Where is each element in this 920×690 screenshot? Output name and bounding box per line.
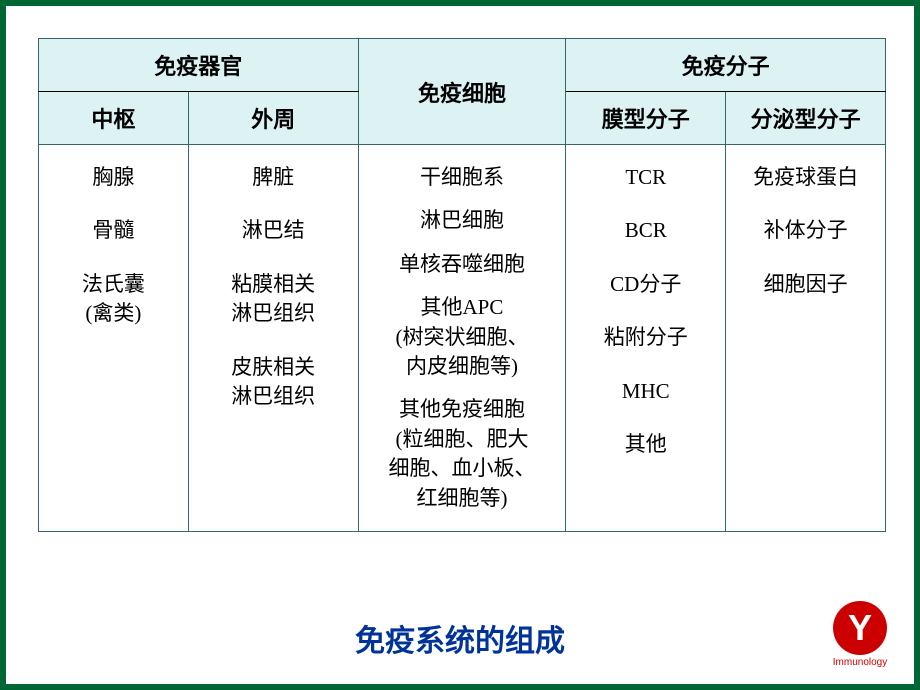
slide-caption: 免疫系统的组成 bbox=[8, 616, 912, 660]
cell-item: 淋巴结 bbox=[197, 216, 350, 245]
cell-central: 胸腺骨髓法氏囊(禽类) bbox=[39, 145, 189, 532]
cell-item: 法氏囊(禽类) bbox=[47, 270, 180, 329]
cell-item: 胸腺 bbox=[47, 163, 180, 192]
cell-peripheral: 脾脏淋巴结粘膜相关淋巴组织皮肤相关淋巴组织 bbox=[188, 145, 358, 532]
cell-item: 淋巴细胞 bbox=[367, 206, 558, 235]
header-central: 中枢 bbox=[39, 92, 189, 145]
cell-item: BCR bbox=[574, 216, 717, 245]
header-immune-organs: 免疫器官 bbox=[39, 39, 359, 92]
cell-item: 骨髓 bbox=[47, 216, 180, 245]
header-membrane: 膜型分子 bbox=[566, 92, 726, 145]
cell-item: 皮肤相关淋巴组织 bbox=[197, 353, 350, 412]
logo-circle: Y bbox=[833, 601, 887, 655]
immune-system-table: 免疫器官 免疫细胞 免疫分子 中枢 外周 膜型分子 分泌型分子 胸腺骨髓法氏囊(… bbox=[38, 38, 886, 532]
cell-item: 免疫球蛋白 bbox=[734, 163, 877, 192]
cell-item: 其他 bbox=[574, 430, 717, 459]
header-immune-cells: 免疫细胞 bbox=[358, 39, 566, 145]
cell-item: 粘附分子 bbox=[574, 323, 717, 352]
cell-membrane: TCR BCR CD分子粘附分子 MHC 其他 bbox=[566, 145, 726, 532]
cell-item: CD分子 bbox=[574, 270, 717, 299]
header-immune-molecules: 免疫分子 bbox=[566, 39, 886, 92]
cell-item: 补体分子 bbox=[734, 216, 877, 245]
cell-secretory: 免疫球蛋白补体分子细胞因子 bbox=[726, 145, 886, 532]
logo-text: Immunology bbox=[830, 657, 890, 668]
header-secretory: 分泌型分子 bbox=[726, 92, 886, 145]
cell-item: 脾脏 bbox=[197, 163, 350, 192]
cell-item: 干细胞系 bbox=[367, 163, 558, 192]
slide-frame: 免疫器官 免疫细胞 免疫分子 中枢 外周 膜型分子 分泌型分子 胸腺骨髓法氏囊(… bbox=[6, 6, 914, 684]
header-peripheral: 外周 bbox=[188, 92, 358, 145]
cell-item: 其他免疫细胞(粒细胞、肥大细胞、血小板、红细胞等) bbox=[367, 395, 558, 513]
immunology-logo: Y Immunology bbox=[830, 601, 890, 668]
table-body-row: 胸腺骨髓法氏囊(禽类) 脾脏淋巴结粘膜相关淋巴组织皮肤相关淋巴组织 干细胞系淋巴… bbox=[39, 145, 886, 532]
cell-item: 单核吞噬细胞 bbox=[367, 250, 558, 279]
cell-item: MHC bbox=[574, 377, 717, 406]
cell-item: TCR bbox=[574, 163, 717, 192]
table-header-row-1: 免疫器官 免疫细胞 免疫分子 bbox=[39, 39, 886, 92]
logo-symbol: Y bbox=[848, 610, 872, 646]
cell-item: 细胞因子 bbox=[734, 270, 877, 299]
cell-immune-cells: 干细胞系淋巴细胞单核吞噬细胞其他APC(树突状细胞、内皮细胞等) 其他免疫细胞(粒… bbox=[358, 145, 566, 532]
cell-item: 其他APC(树突状细胞、内皮细胞等) bbox=[367, 293, 558, 381]
cell-item: 粘膜相关淋巴组织 bbox=[197, 270, 350, 329]
